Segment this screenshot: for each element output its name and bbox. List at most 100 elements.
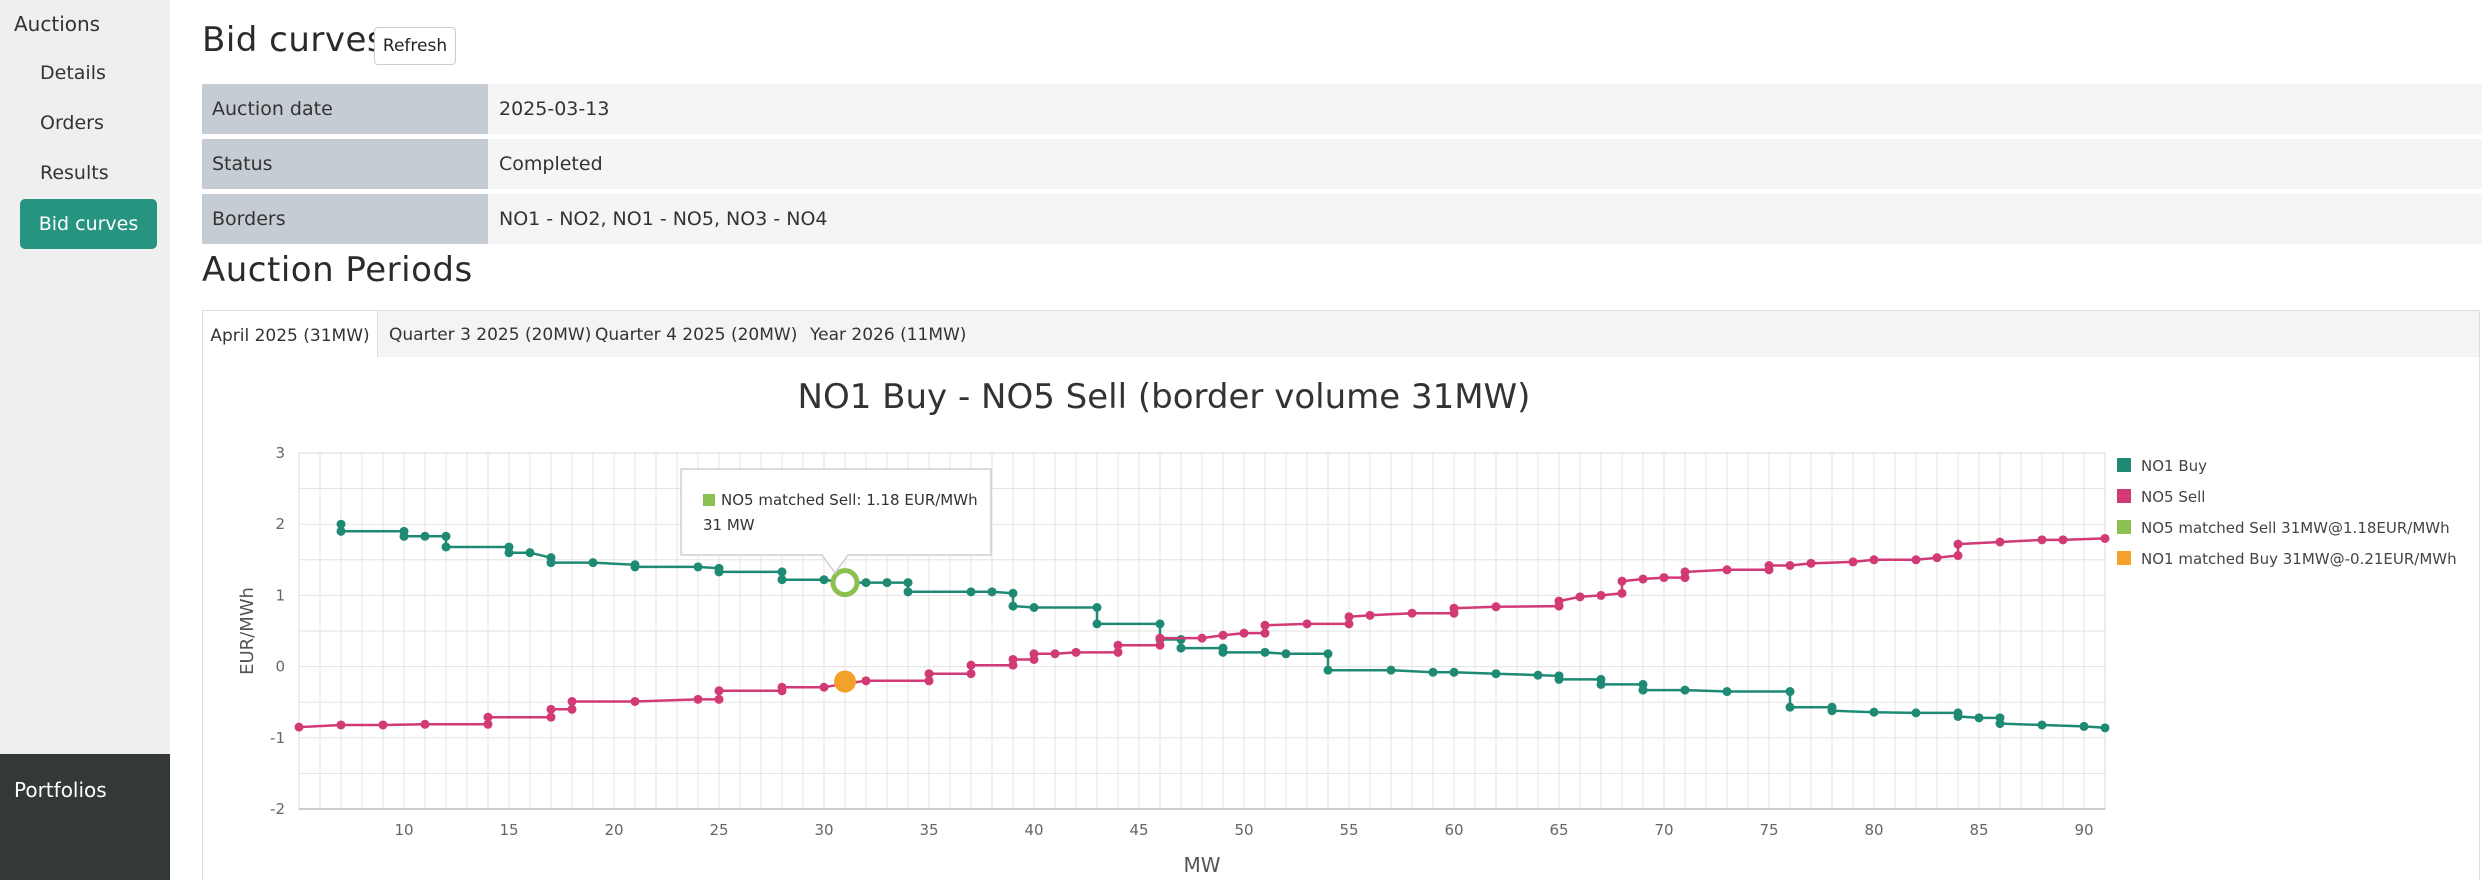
data-point[interactable] bbox=[1680, 685, 1690, 695]
data-point[interactable] bbox=[777, 682, 787, 692]
data-point[interactable] bbox=[714, 686, 724, 696]
data-point[interactable] bbox=[777, 575, 787, 585]
data-point[interactable] bbox=[1806, 558, 1816, 568]
data-point[interactable] bbox=[588, 558, 598, 568]
data-point[interactable] bbox=[819, 575, 829, 585]
data-point[interactable] bbox=[1092, 603, 1102, 613]
data-point[interactable] bbox=[693, 694, 703, 704]
data-point[interactable] bbox=[1344, 619, 1354, 629]
data-point[interactable] bbox=[1932, 553, 1942, 563]
data-point[interactable] bbox=[1008, 654, 1018, 664]
data-point[interactable] bbox=[1596, 590, 1606, 600]
data-point[interactable] bbox=[1239, 628, 1249, 638]
sidebar-group-auctions[interactable]: Auctions bbox=[14, 12, 101, 36]
data-point[interactable] bbox=[1974, 713, 1984, 723]
data-point[interactable] bbox=[294, 722, 304, 732]
sidebar-portfolios[interactable]: Portfolios bbox=[0, 754, 170, 880]
data-point[interactable] bbox=[1596, 679, 1606, 689]
data-point[interactable] bbox=[1869, 707, 1879, 717]
data-point[interactable] bbox=[2037, 720, 2047, 730]
data-point[interactable] bbox=[1722, 687, 1732, 697]
data-point[interactable] bbox=[420, 531, 430, 541]
data-point[interactable] bbox=[336, 720, 346, 730]
data-point[interactable] bbox=[1617, 576, 1627, 586]
data-point[interactable] bbox=[987, 587, 997, 597]
data-point[interactable] bbox=[1449, 667, 1459, 677]
data-point[interactable] bbox=[1785, 687, 1795, 697]
sidebar-item-details[interactable]: Details bbox=[40, 62, 106, 84]
data-point[interactable] bbox=[966, 669, 976, 679]
data-point[interactable] bbox=[1092, 619, 1102, 629]
data-point[interactable] bbox=[1785, 560, 1795, 570]
data-point[interactable] bbox=[1911, 708, 1921, 718]
data-point[interactable] bbox=[504, 548, 514, 558]
data-point[interactable] bbox=[1323, 665, 1333, 675]
data-point[interactable] bbox=[1155, 619, 1165, 629]
data-point[interactable] bbox=[2100, 533, 2110, 543]
data-point[interactable] bbox=[1638, 685, 1648, 695]
tab-april-2025[interactable]: April 2025 (31MW) bbox=[203, 311, 378, 360]
data-point[interactable] bbox=[1953, 551, 1963, 561]
data-point[interactable] bbox=[1155, 640, 1165, 650]
data-point[interactable] bbox=[1197, 633, 1207, 643]
data-point[interactable] bbox=[1680, 567, 1690, 577]
data-point[interactable] bbox=[1407, 608, 1417, 618]
data-point[interactable] bbox=[546, 704, 556, 714]
refresh-button[interactable]: Refresh bbox=[374, 27, 456, 65]
sidebar-portfolios-label[interactable]: Portfolios bbox=[14, 778, 107, 802]
legend-item[interactable]: NO1 matched Buy 31MW@-0.21EUR/MWh bbox=[2141, 550, 2457, 568]
data-point[interactable] bbox=[1071, 647, 1081, 657]
data-point[interactable] bbox=[2100, 723, 2110, 733]
data-point[interactable] bbox=[1449, 603, 1459, 613]
legend-item[interactable]: NO5 Sell bbox=[2141, 488, 2205, 506]
data-point[interactable] bbox=[1554, 674, 1564, 684]
data-point[interactable] bbox=[1554, 596, 1564, 606]
data-point[interactable] bbox=[1176, 643, 1186, 653]
sidebar-item-orders[interactable]: Orders bbox=[40, 112, 104, 134]
data-point[interactable] bbox=[336, 519, 346, 529]
sidebar-item-bid-curves[interactable]: Bid curves bbox=[20, 199, 157, 249]
data-point[interactable] bbox=[1491, 669, 1501, 679]
data-point[interactable] bbox=[1911, 555, 1921, 565]
data-point[interactable] bbox=[2058, 535, 2068, 545]
data-point[interactable] bbox=[1617, 588, 1627, 598]
matched-sell-point[interactable] bbox=[830, 568, 860, 598]
data-point[interactable] bbox=[693, 562, 703, 572]
data-point[interactable] bbox=[399, 531, 409, 541]
data-point[interactable] bbox=[441, 542, 451, 552]
data-point[interactable] bbox=[1575, 592, 1585, 602]
legend-item[interactable]: NO1 Buy bbox=[2141, 457, 2207, 475]
data-point[interactable] bbox=[1113, 647, 1123, 657]
data-point[interactable] bbox=[420, 719, 430, 729]
data-point[interactable] bbox=[630, 696, 640, 706]
data-point[interactable] bbox=[1365, 610, 1375, 620]
data-point[interactable] bbox=[546, 558, 556, 568]
data-point[interactable] bbox=[546, 712, 556, 722]
data-point[interactable] bbox=[1722, 565, 1732, 575]
data-point[interactable] bbox=[1995, 537, 2005, 547]
data-point[interactable] bbox=[1008, 601, 1018, 611]
data-point[interactable] bbox=[1995, 719, 2005, 729]
data-point[interactable] bbox=[483, 719, 493, 729]
data-point[interactable] bbox=[1638, 574, 1648, 584]
data-point[interactable] bbox=[1050, 649, 1060, 659]
legend-item[interactable]: NO5 matched Sell 31MW@1.18EUR/MWh bbox=[2141, 519, 2450, 537]
data-point[interactable] bbox=[1260, 628, 1270, 638]
data-point[interactable] bbox=[819, 682, 829, 692]
data-point[interactable] bbox=[1176, 635, 1186, 645]
data-point[interactable] bbox=[483, 712, 493, 722]
data-point[interactable] bbox=[1155, 633, 1165, 643]
data-point[interactable] bbox=[1533, 670, 1543, 680]
data-point[interactable] bbox=[525, 548, 535, 558]
data-point[interactable] bbox=[861, 578, 871, 588]
data-point[interactable] bbox=[1302, 619, 1312, 629]
sidebar-item-results[interactable]: Results bbox=[40, 162, 109, 184]
data-point[interactable] bbox=[714, 567, 724, 577]
data-point[interactable] bbox=[1344, 612, 1354, 622]
data-point[interactable] bbox=[2037, 535, 2047, 545]
data-point[interactable] bbox=[1386, 665, 1396, 675]
data-point[interactable] bbox=[1827, 706, 1837, 716]
data-point[interactable] bbox=[924, 676, 934, 686]
data-point[interactable] bbox=[714, 694, 724, 704]
data-point[interactable] bbox=[966, 587, 976, 597]
